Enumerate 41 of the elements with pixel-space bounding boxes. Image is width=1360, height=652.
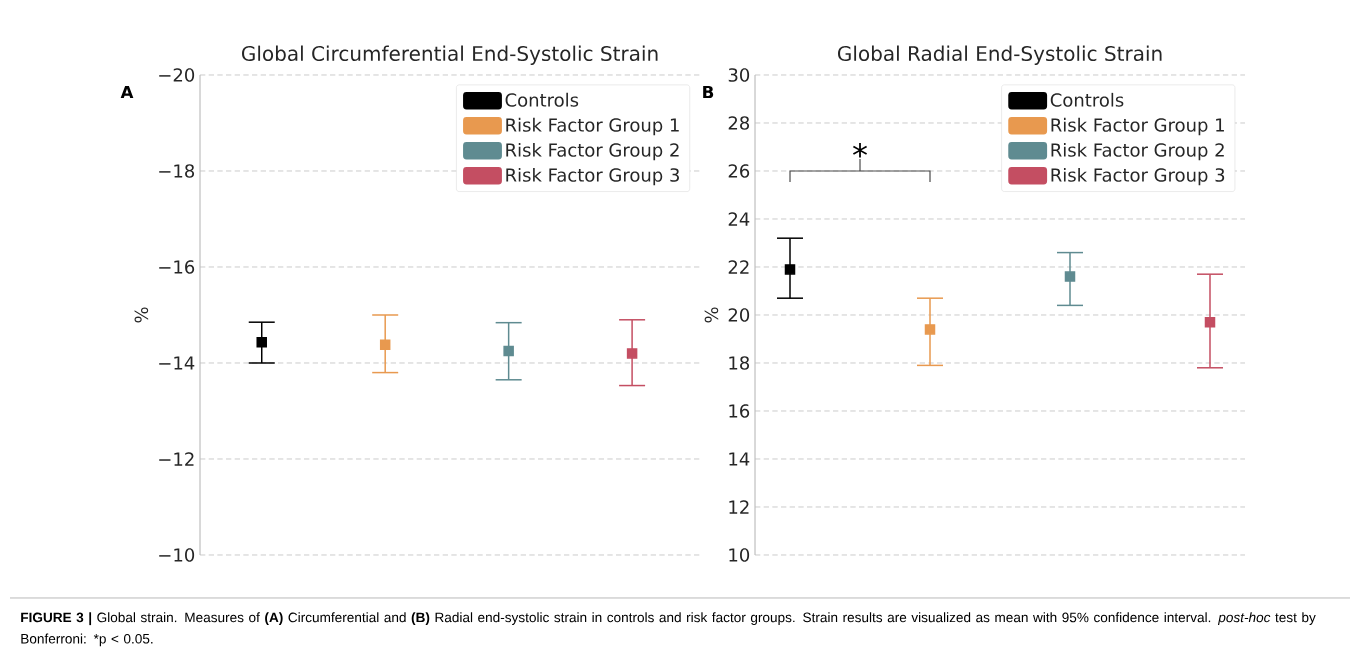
legend-label: Risk Factor Group 3 bbox=[1051, 167, 1225, 186]
y-tick-label: −18 bbox=[159, 164, 195, 178]
legend-label: Controls bbox=[505, 92, 579, 107]
point bbox=[503, 345, 514, 357]
y-tick-label: 10 bbox=[729, 548, 750, 562]
legend-label: Risk Factor Group 1 bbox=[1051, 117, 1224, 136]
point bbox=[924, 324, 936, 335]
legend-label: Controls bbox=[1050, 92, 1124, 107]
y-tick-label: 20 bbox=[728, 308, 750, 322]
annotation: * bbox=[852, 142, 868, 158]
text: A bbox=[120, 85, 134, 99]
y-tick-label: 24 bbox=[728, 212, 750, 226]
point bbox=[379, 339, 391, 350]
point bbox=[1064, 271, 1076, 282]
y-tick-label: −10 bbox=[159, 548, 195, 562]
y-tick-label: 22 bbox=[728, 260, 749, 274]
y-tick-label: 28 bbox=[728, 116, 750, 130]
y-tick-label: 26 bbox=[728, 164, 750, 178]
y-tick-label: −14 bbox=[159, 356, 195, 370]
y-tick-label: 30 bbox=[728, 68, 750, 82]
y-tick-label: −12 bbox=[159, 452, 194, 466]
y-tick-label: 14 bbox=[729, 452, 750, 466]
chart-title: Global Radial End-Systolic Strain bbox=[838, 45, 1162, 65]
text: B bbox=[703, 85, 714, 99]
y-axis-title: % bbox=[134, 307, 149, 323]
chart-title: Global Circumferential End-Systolic Strain bbox=[242, 45, 658, 65]
legend-label: Risk Factor Group 1 bbox=[506, 117, 679, 136]
y-axis-title: % bbox=[704, 307, 719, 323]
point bbox=[1204, 316, 1216, 328]
y-tick-label: −20 bbox=[159, 68, 195, 82]
legend-label: Risk Factor Group 2 bbox=[506, 142, 679, 161]
point bbox=[256, 337, 267, 348]
y-tick-label: 12 bbox=[729, 500, 749, 514]
point bbox=[784, 264, 796, 275]
y-tick-label: −16 bbox=[159, 260, 195, 274]
point bbox=[626, 348, 638, 359]
legend-label: Risk Factor Group 3 bbox=[506, 167, 679, 186]
legend-label: Risk Factor Group 2 bbox=[1051, 142, 1224, 161]
y-tick-label: 16 bbox=[729, 404, 750, 418]
text: FIGURE 3 | Global strain. Measures of (A) Circumferential and (B) Radial end-systolic strain in controls and risk factor groups. Strain results are visualized as mean with 95% confidence interval. post-hoc test by Bonferroni: *p < 0.05. bbox=[21, 612, 1316, 647]
y-tick-label: 18 bbox=[729, 356, 750, 370]
